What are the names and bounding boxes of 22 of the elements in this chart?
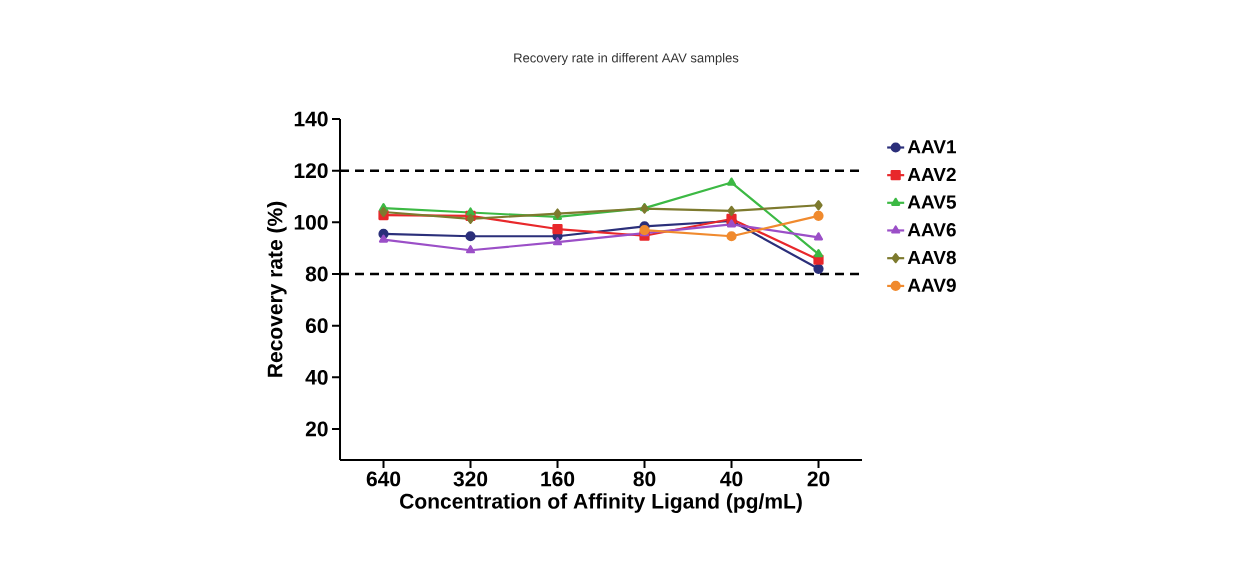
x-tick-label: 640: [366, 471, 401, 487]
chart-title: Recovery rate in different AAV samples: [514, 52, 739, 66]
legend-label: AAV8: [907, 250, 956, 265]
y-tick-label: 40: [305, 369, 328, 385]
y-tick-label: 60: [305, 318, 328, 334]
x-tick-label: 320: [453, 471, 488, 487]
legend-label: AAV1: [907, 140, 956, 154]
legend-label: AAV6: [907, 223, 956, 237]
y-axis-title: Recovery rate (%): [267, 201, 287, 377]
legend-label: AAV9: [907, 278, 956, 293]
y-tick-label: 20: [305, 421, 328, 437]
y-tick-label: 80: [305, 266, 328, 282]
x-tick-label: 40: [720, 471, 743, 487]
legend-label: AAV2: [907, 167, 956, 182]
legend-label: AAV5: [907, 195, 956, 209]
y-tick-label: 120: [294, 163, 328, 179]
y-tick-label: 140: [294, 111, 328, 127]
x-tick-label: 80: [633, 471, 656, 487]
x-tick-label: 20: [807, 471, 830, 487]
x-tick-label: 160: [541, 471, 575, 487]
y-tick-label: 100: [294, 214, 328, 230]
x-axis-title: Concentration of Affinity Ligand (pg/mL): [400, 493, 802, 513]
